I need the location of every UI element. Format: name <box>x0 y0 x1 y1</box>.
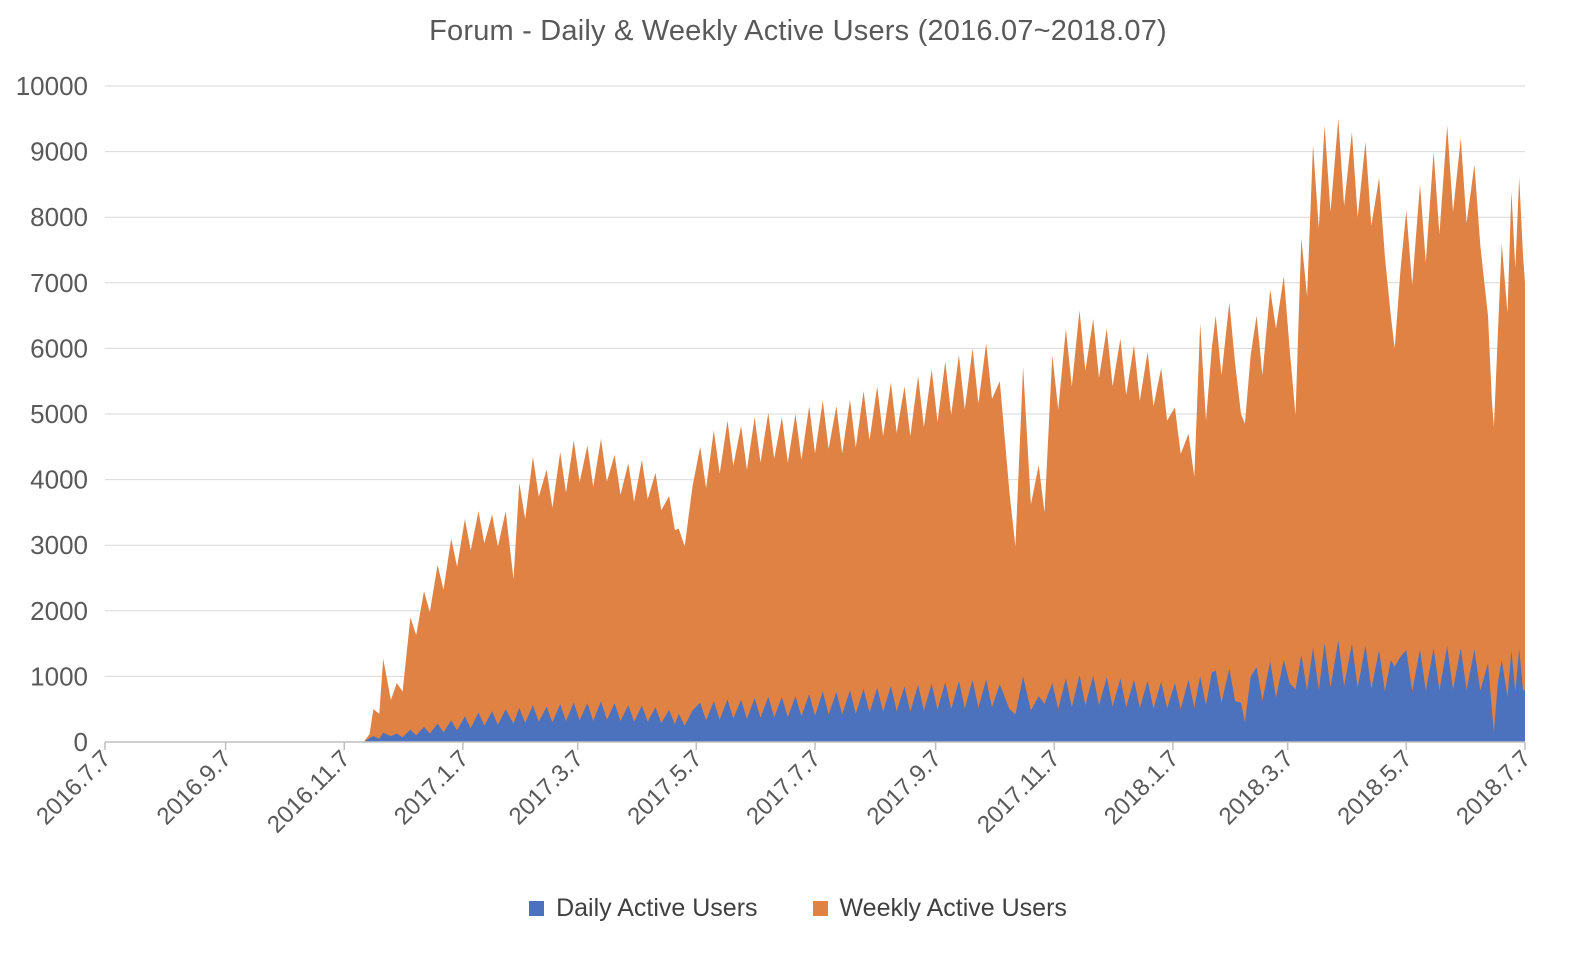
legend-item-weekly: Weekly Active Users <box>812 894 1067 923</box>
x-tick-label: 2016.11.7 <box>262 745 355 838</box>
x-tick-label: 2018.5.7 <box>1332 745 1417 830</box>
y-tick-label: 8000 <box>30 202 88 232</box>
x-tick-label: 2017.5.7 <box>622 745 707 830</box>
legend: Daily Active Users Weekly Active Users <box>0 894 1596 923</box>
legend-item-daily: Daily Active Users <box>529 894 758 923</box>
legend-label-daily: Daily Active Users <box>556 894 758 922</box>
daily-active-users-area <box>363 640 1526 742</box>
y-tick-label: 1000 <box>30 661 88 691</box>
weekly-active-users-area <box>363 118 1526 743</box>
x-tick-label: 2017.3.7 <box>504 745 589 830</box>
x-tick-label: 2017.1.7 <box>389 745 474 830</box>
y-tick-label: 4000 <box>30 465 88 495</box>
x-tick-label: 2017.11.7 <box>972 745 1065 838</box>
weekly-series-swatch-icon <box>812 901 828 916</box>
x-tick-label: 2018.3.7 <box>1214 745 1299 830</box>
x-tick-label: 2017.7.7 <box>741 745 826 830</box>
x-tick-label: 2018.7.7 <box>1451 745 1536 830</box>
y-tick-label: 5000 <box>30 399 88 429</box>
x-tick-label: 2016.7.7 <box>31 745 116 830</box>
daily-series-swatch-icon <box>529 901 545 916</box>
x-tick-label: 2018.1.7 <box>1099 745 1184 830</box>
y-tick-label: 3000 <box>30 530 88 560</box>
y-tick-label: 7000 <box>30 268 88 298</box>
x-tick-label: 2017.9.7 <box>862 745 947 830</box>
y-tick-label: 0 <box>74 727 88 757</box>
y-tick-label: 6000 <box>30 333 88 363</box>
legend-label-weekly: Weekly Active Users <box>839 894 1067 922</box>
chart-title: Forum - Daily & Weekly Active Users (201… <box>429 15 1167 47</box>
x-tick-label: 2016.9.7 <box>152 745 237 830</box>
y-tick-label: 9000 <box>30 137 88 167</box>
y-tick-label: 2000 <box>30 596 88 626</box>
y-tick-label: 10000 <box>16 71 88 101</box>
